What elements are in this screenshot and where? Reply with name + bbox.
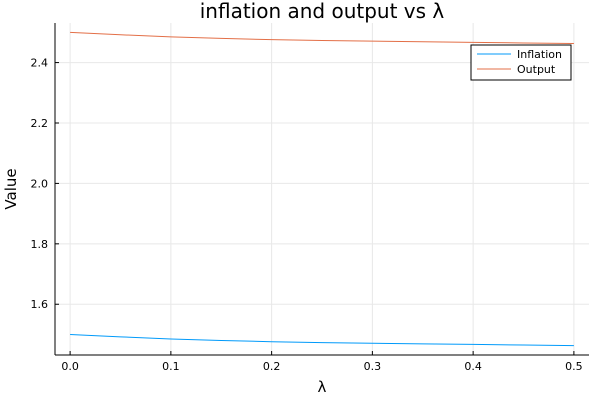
x-tick-label: 0.4 bbox=[464, 360, 482, 373]
axes bbox=[54, 23, 589, 356]
x-tick-label: 0.0 bbox=[61, 360, 79, 373]
legend: Inflation Output bbox=[470, 44, 572, 81]
x-tick-label: 0.3 bbox=[364, 360, 382, 373]
legend-label-inflation: Inflation bbox=[517, 48, 562, 61]
x-tick-label: 0.2 bbox=[263, 360, 281, 373]
legend-box bbox=[470, 44, 572, 81]
ticks: 0.0 0.1 0.2 0.3 0.4 0.5 1.6 1.8 2.0 2.2 2.4 bbox=[31, 57, 583, 373]
x-tick-label: 0.1 bbox=[162, 360, 180, 373]
chart-title: inflation and output vs λ bbox=[200, 0, 445, 23]
legend-label-output: Output bbox=[517, 63, 556, 76]
y-axis-label: Value bbox=[2, 168, 20, 209]
y-tick-label: 2.2 bbox=[31, 117, 49, 130]
x-tick-label: 0.5 bbox=[565, 360, 583, 373]
series-lines bbox=[70, 31, 574, 347]
series-line-inflation bbox=[70, 333, 574, 347]
y-tick-label: 2.4 bbox=[31, 57, 49, 70]
y-tick-label: 1.8 bbox=[31, 238, 49, 251]
series-line-output bbox=[70, 31, 574, 45]
y-tick-label: 1.6 bbox=[31, 298, 49, 311]
grid bbox=[55, 23, 589, 355]
y-tick-label: 2.0 bbox=[31, 177, 49, 190]
x-axis-label: λ bbox=[318, 378, 327, 396]
